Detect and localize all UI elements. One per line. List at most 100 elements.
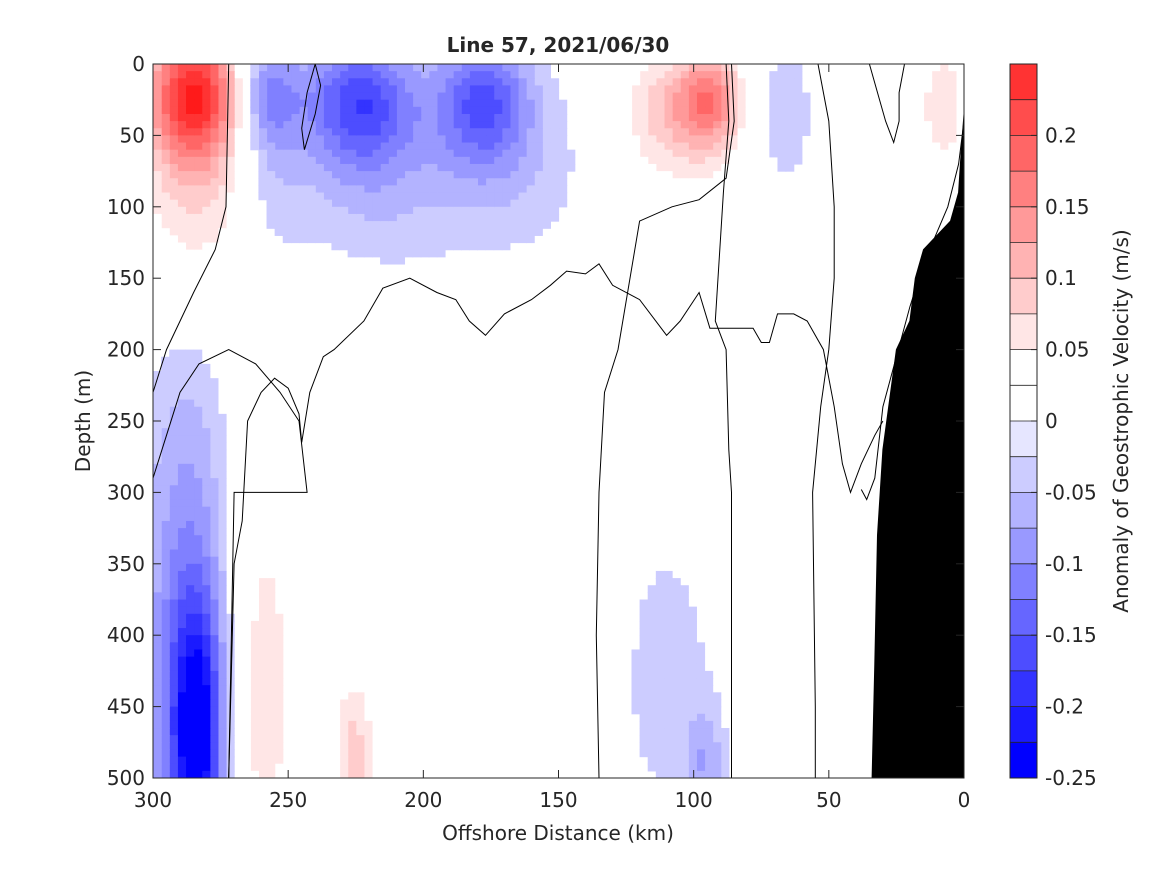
velocity-cell [266,535,276,543]
velocity-cell [672,728,681,736]
x-tick-label: 0 [958,788,971,812]
velocity-cell [161,756,170,765]
velocity-cell [688,763,697,772]
velocity-cell [225,113,235,122]
velocity-cell [363,628,373,636]
velocity-cell [169,642,178,651]
velocity-cell [363,570,373,579]
velocity-cell [501,221,511,229]
velocity-cell [720,192,730,201]
velocity-cell [347,528,357,536]
velocity-cell [355,692,365,701]
velocity-cell [396,235,406,244]
velocity-cell [242,685,251,693]
velocity-cell [672,649,681,658]
velocity-cell [720,92,730,101]
velocity-cell [647,649,657,658]
velocity-cell [274,549,284,558]
velocity-cell [193,163,203,172]
velocity-cell [680,585,689,593]
velocity-cell [704,185,714,194]
velocity-cell [201,620,211,629]
velocity-cell [680,685,689,693]
velocity-cell [404,178,414,186]
velocity-cell [153,221,162,229]
velocity-cell [258,606,268,615]
velocity-cell [274,649,284,658]
velocity-cell [396,149,406,158]
velocity-cell [161,206,170,215]
velocity-cell [915,121,925,129]
velocity-cell [712,706,722,715]
velocity-cell [153,242,162,251]
velocity-cell [282,570,292,579]
velocity-cell [639,128,649,136]
velocity-cell [469,71,478,79]
velocity-cell [339,570,349,579]
velocity-cell [534,113,543,122]
velocity-cell [298,78,308,87]
velocity-cell [274,85,284,94]
velocity-cell [501,92,511,101]
velocity-cell [169,185,178,194]
velocity-cell [915,92,925,101]
velocity-cell [355,678,365,686]
velocity-cell [355,71,365,79]
velocity-cell [185,492,195,501]
velocity-cell [745,106,754,115]
velocity-cell [177,720,187,729]
velocity-cell [331,642,341,651]
velocity-cell [266,542,276,551]
velocity-cell [225,213,235,222]
velocity-cell [323,699,333,708]
velocity-cell [355,506,365,515]
velocity-cell [161,599,170,608]
velocity-cell [363,121,373,129]
velocity-cell [266,649,276,658]
velocity-cell [371,106,381,115]
velocity-cell [550,156,560,165]
colorbar-tick-label: 0.05 [1045,338,1090,362]
velocity-cell [420,142,430,151]
velocity-cell [801,121,811,129]
velocity-cell [177,78,187,87]
velocity-cell [153,763,162,772]
velocity-cell [298,649,308,658]
velocity-cell [347,656,357,665]
velocity-cell [161,670,170,679]
velocity-cell [728,135,738,144]
velocity-cell [266,199,276,208]
velocity-cell [436,113,446,122]
velocity-cell [169,713,178,722]
velocity-cell [663,763,673,772]
velocity-cell [177,99,187,108]
velocity-cell [672,606,681,615]
velocity-cell [290,85,300,94]
velocity-cell [436,192,446,201]
velocity-cell [209,513,219,522]
velocity-cell [258,121,268,129]
velocity-cell [234,85,243,94]
velocity-cell [655,763,665,772]
velocity-cell [363,642,373,651]
velocity-cell [161,728,170,736]
velocity-cell [193,256,203,265]
velocity-cell [388,256,397,265]
velocity-cell [153,106,162,115]
velocity-cell [363,678,373,686]
velocity-cell [347,570,357,579]
velocity-cell [420,206,430,215]
velocity-cell [193,92,203,101]
velocity-cell [266,599,276,608]
velocity-cell [444,171,454,179]
velocity-cell [193,478,203,486]
colorbar-swatch [1010,313,1037,350]
velocity-cell [153,578,162,586]
velocity-cell [242,592,251,601]
velocity-cell [177,456,187,465]
velocity-cell [266,221,276,229]
velocity-cell [193,128,203,136]
velocity-cell [153,649,162,658]
velocity-cell [161,221,170,229]
velocity-cell [355,156,365,165]
